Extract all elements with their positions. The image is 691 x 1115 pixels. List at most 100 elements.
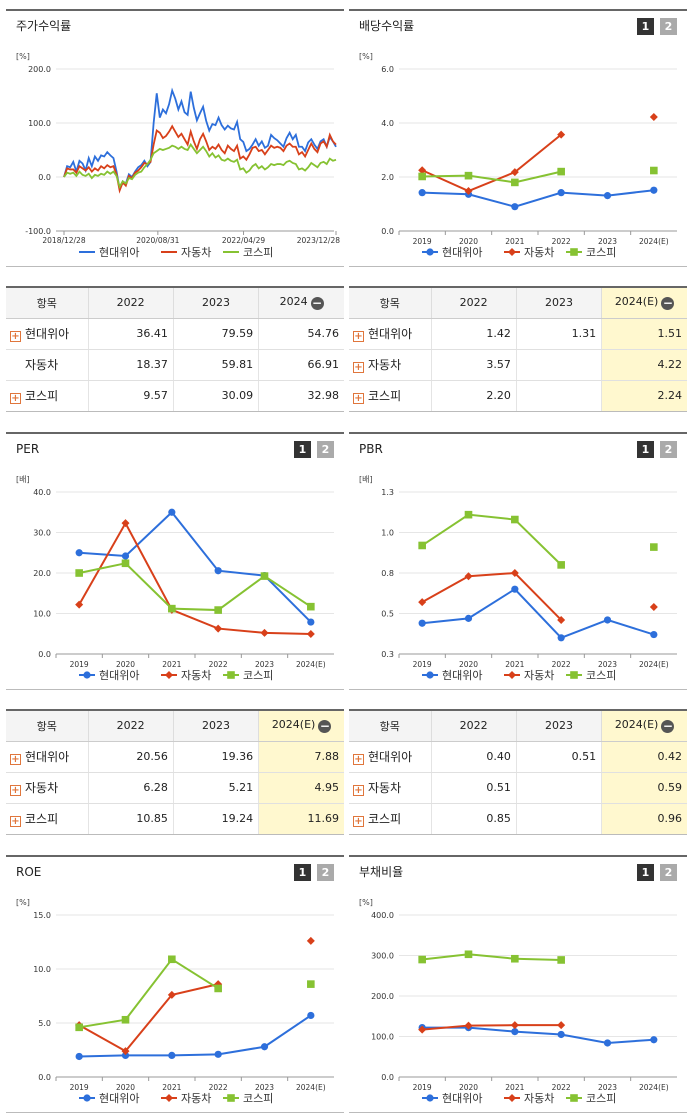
column-header-year: 2022 — [431, 711, 517, 742]
data-point — [168, 1051, 176, 1059]
expand-icon[interactable]: + — [10, 331, 21, 342]
x-tick-label: 2019 — [413, 1083, 432, 1092]
expand-icon[interactable]: + — [353, 785, 364, 796]
row-label: + 현대위아 — [6, 741, 89, 773]
table-row: + 자동차 6.28 5.21 4.95 — [6, 772, 344, 804]
table-row: 자동차 18.37 59.81 66.91 — [6, 349, 344, 381]
row-label: + 자동차 — [349, 349, 432, 381]
unit-label: [%] — [359, 52, 373, 61]
table-cell: 0.51 — [431, 772, 517, 804]
y-tick-label: 0.5 — [381, 610, 394, 619]
x-tick-label: 2021 — [162, 660, 181, 669]
y-tick-label: 1.3 — [381, 488, 394, 497]
page-1-button[interactable]: 1 — [294, 864, 311, 881]
data-point — [260, 628, 269, 637]
data-point — [168, 955, 176, 964]
page-1-button[interactable]: 1 — [637, 441, 654, 458]
x-tick-label: 2022 — [552, 660, 571, 669]
legend-marker — [570, 1094, 578, 1102]
collapse-icon[interactable]: − — [661, 719, 675, 734]
data-point — [464, 187, 473, 196]
table-cell: 4.22 — [601, 349, 687, 381]
legend-label: 코스피 — [243, 246, 273, 259]
series-line — [78, 983, 219, 1053]
expand-icon[interactable]: + — [353, 393, 364, 405]
column-header-year: 2023 — [516, 288, 603, 319]
series-line — [63, 124, 337, 194]
column-header-item: 항목 — [349, 288, 432, 319]
data-point — [464, 171, 473, 180]
x-tick-label: 2021 — [505, 237, 524, 246]
expand-icon[interactable]: + — [10, 393, 21, 405]
data-point — [557, 634, 565, 642]
table-row: + 코스피 10.85 19.24 11.69 — [6, 803, 344, 834]
page-2-button[interactable]: 2 — [660, 864, 677, 881]
column-header-year: 2024(E) − — [601, 288, 687, 319]
chart-debt-ratio: [%] 400.0 300.0 200.0 100.0 0.0 2019 2020 2021 20… — [359, 898, 677, 1105]
page-1-button[interactable]: 1 — [637, 18, 654, 35]
page-2-button[interactable]: 2 — [317, 441, 334, 458]
y-tick-label: -100.0 — [25, 227, 51, 236]
table-row: + 자동차 0.51 0.59 — [349, 772, 687, 804]
y-tick-label: 0.3 — [381, 650, 394, 659]
legend-marker — [426, 1094, 434, 1102]
y-tick-label: 400.0 — [371, 911, 394, 920]
x-tick-label: 2019 — [70, 660, 89, 669]
legend-label: 현대위아 — [442, 1092, 482, 1105]
data-point — [75, 1023, 83, 1032]
page-1-button[interactable]: 1 — [294, 441, 311, 458]
page-1-button[interactable]: 1 — [637, 864, 654, 881]
data-point — [650, 630, 658, 639]
x-tick-label: 2021 — [505, 1083, 524, 1092]
expand-icon[interactable]: + — [353, 816, 364, 828]
table-row: + 현대위아 1.42 1.31 1.51 — [349, 318, 687, 350]
table-stock-return: 항목 2022 2023 2024− + 현대위아 36.41 79.59 54.76 자동차 18… — [6, 286, 344, 412]
expand-icon[interactable]: + — [10, 816, 21, 828]
data-point — [511, 178, 519, 187]
data-point — [306, 629, 315, 638]
y-tick-label: 1.0 — [381, 529, 394, 538]
page-2-button[interactable]: 2 — [660, 441, 677, 458]
data-point — [418, 541, 426, 550]
x-tick-label: 2020 — [116, 660, 135, 669]
legend-marker — [570, 671, 578, 679]
data-point — [418, 189, 426, 197]
chart-dividend-yield: [%] 6.0 4.0 2.0 0.0 2019 2020 2021 2022 2023 2024(… — [359, 52, 677, 259]
data-point — [306, 936, 315, 945]
series-line — [79, 510, 312, 623]
data-point — [214, 567, 222, 575]
column-header-year: 2022 — [431, 288, 517, 319]
expand-icon[interactable]: + — [353, 362, 364, 373]
data-point — [260, 572, 269, 580]
table-cell: 18.37 — [88, 349, 174, 381]
expand-icon[interactable]: + — [353, 331, 364, 342]
legend-marker — [165, 671, 173, 679]
y-tick-label: 40.0 — [33, 488, 51, 497]
table-dividend: 항목 2022 2023 2024(E) − + 현대위아 1.42 1.31 1.51 + 자동차 3… — [349, 286, 687, 412]
collapse-icon[interactable]: − — [310, 296, 324, 311]
x-tick-label: 2023 — [255, 660, 274, 669]
data-point — [75, 1052, 83, 1061]
y-tick-label: 0.8 — [381, 569, 394, 578]
collapse-icon[interactable]: − — [318, 719, 332, 734]
data-point — [168, 508, 176, 516]
page-2-button[interactable]: 2 — [317, 864, 334, 881]
table-cell: 0.59 — [601, 772, 687, 804]
legend-label: 코스피 — [243, 669, 273, 682]
page-2-button[interactable]: 2 — [660, 18, 677, 35]
expand-icon[interactable]: + — [353, 754, 364, 765]
expand-icon[interactable]: + — [10, 754, 21, 765]
legend-label: 자동차 — [524, 1092, 554, 1105]
x-tick-label: 2024(E) — [296, 1083, 326, 1092]
column-header-year: 2023 — [516, 711, 603, 742]
collapse-icon[interactable]: − — [661, 296, 675, 311]
legend-marker — [227, 1094, 235, 1102]
legend-label: 코스피 — [586, 246, 616, 259]
data-point — [260, 1043, 269, 1051]
expand-icon[interactable]: + — [10, 785, 21, 796]
data-point — [307, 602, 315, 611]
table-row: + 코스피 2.20 2.24 — [349, 380, 687, 411]
